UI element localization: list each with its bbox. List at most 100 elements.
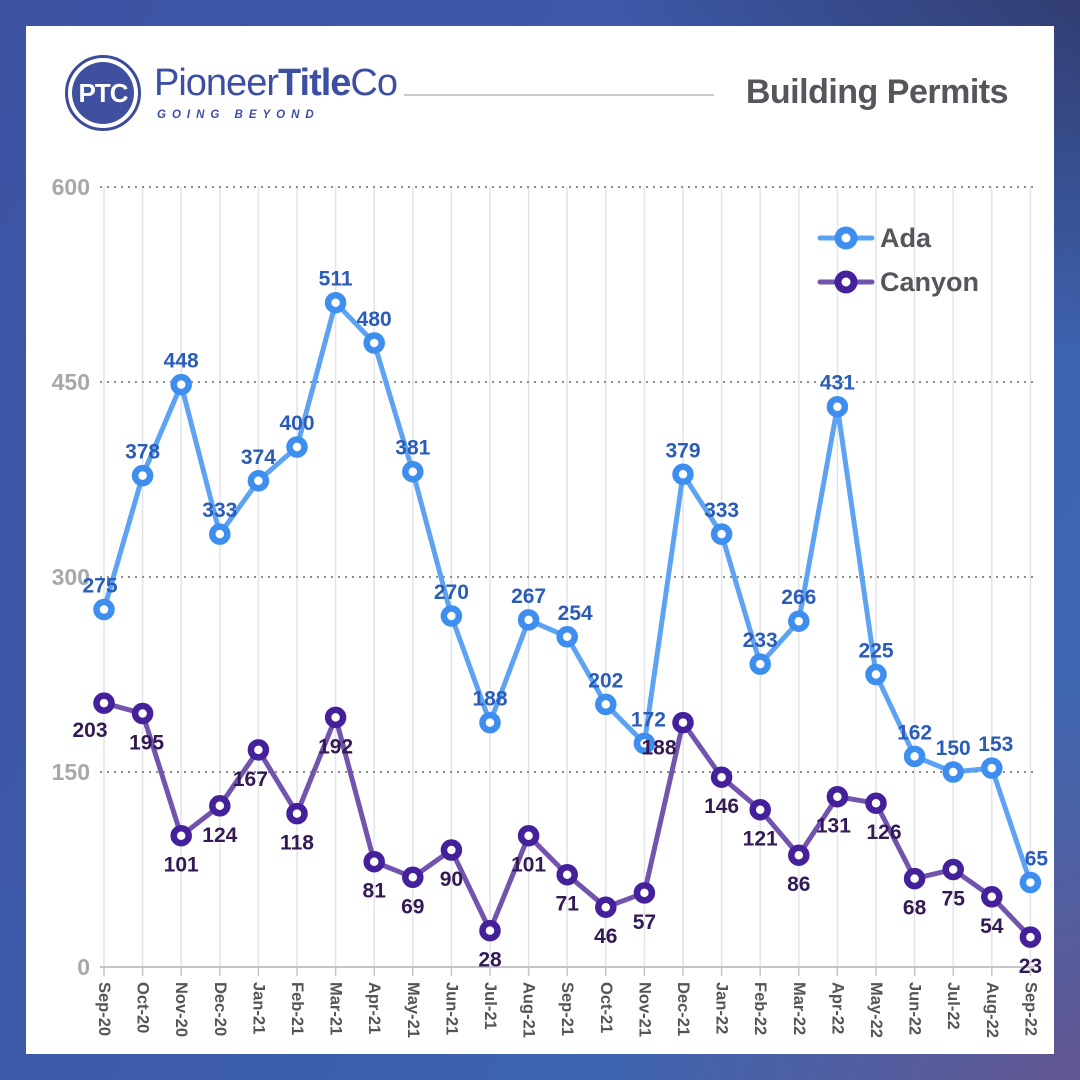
data-point-label: 448 (164, 350, 199, 373)
canyon-data-point (710, 766, 733, 788)
data-point-label: 400 (279, 412, 314, 435)
brand-co: Co (350, 62, 398, 104)
data-point-label: 121 (743, 828, 778, 851)
header-divider (404, 94, 714, 96)
data-point-label: 68 (903, 897, 927, 920)
legend-marker-canyon (834, 270, 858, 294)
data-point-label: 374 (241, 446, 276, 469)
data-point-label: 124 (202, 824, 237, 847)
svg-text:Mar-22: Mar-22 (790, 982, 808, 1035)
data-point-label: 118 (280, 832, 314, 855)
svg-text:Jun-21: Jun-21 (442, 982, 460, 1035)
ptc-logo-icon: PTC (65, 55, 141, 131)
data-point-label: 101 (511, 854, 546, 877)
legend-marker-ada (834, 226, 858, 250)
data-point-label: 172 (631, 708, 666, 731)
ada-data-point (981, 757, 1003, 779)
canyon-data-point (363, 850, 385, 873)
data-point-label: 69 (401, 895, 424, 918)
canyon-line-series (93, 692, 1042, 948)
canyon-data-point (865, 792, 887, 814)
svg-text:Apr-22: Apr-22 (828, 982, 846, 1034)
canyon-data-point (170, 824, 192, 847)
data-point-label: 188 (472, 688, 507, 711)
brand-title: Title (277, 62, 351, 104)
data-point-label: 188 (641, 737, 676, 760)
data-point-label: 225 (858, 640, 893, 663)
data-point-label: 381 (395, 437, 430, 460)
brand-block: PioneerTitleCo GOING BEYOND (154, 62, 398, 121)
canyon-data-point (981, 886, 1003, 908)
legend-label: Canyon (880, 267, 979, 297)
ada-data-point (247, 470, 270, 492)
data-point-label: 511 (319, 268, 353, 291)
ada-data-point (93, 598, 115, 621)
legend-item-canyon: Canyon (817, 267, 979, 297)
svg-text:Oct-20: Oct-20 (134, 982, 152, 1033)
data-point-label: 126 (866, 821, 901, 844)
data-point-label: 266 (781, 586, 816, 609)
ada-line-series (93, 291, 1042, 894)
svg-text:Aug-21: Aug-21 (520, 982, 538, 1038)
canyon-data-labels: 2031951011241671181928169902810171465718… (72, 719, 1042, 978)
data-point-label: 57 (633, 911, 656, 934)
canyon-data-point (93, 692, 115, 714)
svg-text:Apr-21: Apr-21 (365, 982, 383, 1034)
canyon-data-point (942, 858, 964, 881)
svg-text:Dec-21: Dec-21 (674, 982, 692, 1036)
svg-text:Jul-22: Jul-22 (944, 982, 962, 1030)
data-point-label: 202 (588, 669, 623, 692)
ada-data-point (903, 745, 926, 768)
svg-text:Feb-22: Feb-22 (751, 982, 769, 1035)
data-point-label: 162 (897, 721, 932, 744)
data-point-label: 480 (357, 308, 392, 331)
data-point-label: 233 (743, 629, 778, 652)
canyon-data-point (286, 802, 308, 825)
data-point-label: 75 (942, 888, 966, 911)
legend-item-ada: Ada (817, 223, 932, 253)
canyon-data-point (440, 839, 463, 861)
svg-text:0: 0 (77, 954, 90, 980)
data-point-label: 65 (1025, 848, 1049, 871)
canyon-data-point (826, 785, 849, 808)
svg-text:May-22: May-22 (867, 982, 885, 1038)
data-point-label: 46 (594, 925, 617, 948)
svg-text:450: 450 (52, 369, 90, 395)
data-point-label: 270 (434, 581, 469, 604)
x-axis-labels: Sep-20 Oct-20 Nov-20 Dec-20 Jan-21 Feb-21 Mar-… (95, 982, 1039, 1038)
svg-text:Dec-20: Dec-20 (211, 982, 229, 1036)
svg-text:Feb-21: Feb-21 (288, 982, 306, 1035)
ada-data-point (479, 711, 501, 734)
ada-data-point (170, 373, 192, 396)
chart-canvas: 0 150 300 450 600 Sep-20 Oct-20 Nov-20 Dec-20 Jan… (52, 174, 1049, 1038)
company-logo: PTC PioneerTitleCo GOING BEYOND (64, 54, 398, 132)
data-point-label: 167 (233, 768, 268, 791)
data-point-label: 378 (125, 441, 160, 464)
ada-data-point (942, 761, 964, 783)
canyon-data-point (595, 896, 617, 918)
ada-data-point (517, 609, 540, 631)
ada-data-point (633, 732, 656, 755)
svg-text:Nov-21: Nov-21 (635, 982, 653, 1037)
svg-text:300: 300 (52, 564, 90, 590)
svg-text:Sep-20: Sep-20 (95, 982, 113, 1036)
data-point-label: 153 (978, 733, 1013, 756)
ada-data-point (826, 395, 849, 418)
brand-wordmark: PioneerTitleCo (154, 62, 398, 104)
data-point-label: 267 (511, 585, 546, 608)
canyon-data-point (749, 798, 771, 821)
data-point-label: 101 (164, 854, 199, 877)
ada-data-point (131, 464, 154, 487)
ada-data-point (595, 693, 617, 716)
ada-data-point (749, 653, 771, 675)
data-point-label: 90 (440, 868, 463, 891)
data-point-label: 275 (82, 575, 117, 598)
canyon-data-point (903, 867, 926, 890)
svg-text:600: 600 (52, 174, 90, 200)
svg-text:Mar-21: Mar-21 (327, 982, 345, 1035)
canyon-data-point (131, 702, 154, 725)
data-point-label: 192 (318, 735, 353, 758)
canyon-data-point (1019, 926, 1042, 948)
ada-data-point (286, 436, 308, 458)
